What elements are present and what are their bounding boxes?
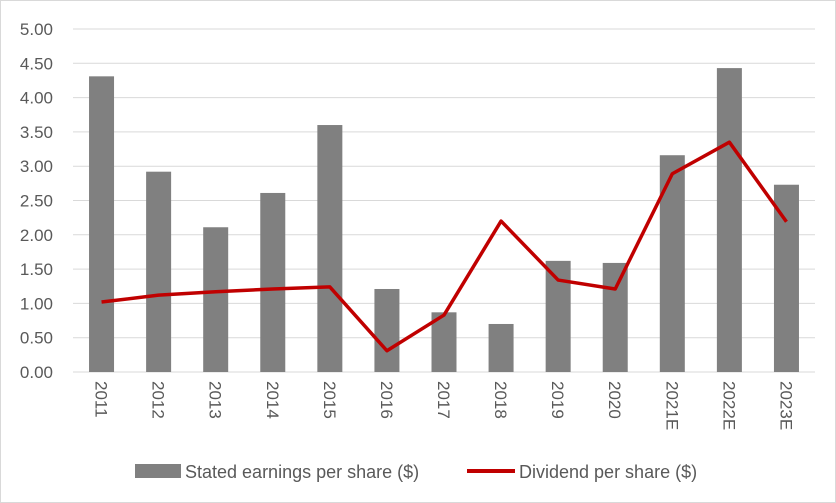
bar-2018 [488,323,514,372]
gridlines [73,28,815,373]
bar-2015 [317,125,343,372]
y-tick-label: 0.50 [20,329,53,348]
y-tick-label: 3.00 [20,157,53,176]
y-tick-label: 0.00 [20,363,53,382]
x-tick-label: 2020 [605,381,624,419]
legend-label-earnings: Stated earnings per share ($) [185,462,419,482]
x-tick-label: 2022E [719,381,738,430]
bar-2012 [146,171,172,372]
x-tick-label: 2013 [206,381,225,419]
x-tick-label: 2018 [491,381,510,419]
y-tick-label: 2.00 [20,226,53,245]
y-tick-label: 2.50 [20,192,53,211]
x-tick-label: 2021E [662,381,681,430]
bar-2019 [545,260,571,372]
y-tick-label: 5.00 [20,20,53,39]
y-tick-label: 1.00 [20,294,53,313]
x-tick-label: 2023E [776,381,795,430]
x-tick-label: 2012 [149,381,168,419]
x-axis: 2011 2012 2013 2014 2015 2016 2017 2018 2019 2020… [92,381,796,430]
dividend-line [101,140,788,353]
bar-2023E [773,184,799,372]
x-tick-label: 2017 [434,381,453,419]
bar-2013 [203,227,229,372]
y-tick-label: 1.50 [20,260,53,279]
x-tick-label: 2016 [377,381,396,419]
legend: Stated earnings per share ($) Dividend p… [135,462,697,482]
x-tick-label: 2015 [320,381,339,419]
bar-series [89,68,799,373]
legend-label-dividend: Dividend per share ($) [519,462,697,482]
bar-2020 [602,262,628,372]
bar-2022E [716,68,742,373]
legend-swatch-earnings [135,464,181,478]
x-tick-label: 2011 [92,381,111,418]
x-tick-label: 2019 [548,381,567,419]
bar-2014 [260,192,286,372]
bar-2016 [374,288,400,372]
y-tick-label: 4.00 [20,89,53,108]
bar-2011 [89,76,115,373]
x-tick-label: 2014 [263,381,282,419]
y-tick-label: 4.50 [20,54,53,73]
y-tick-label: 3.50 [20,123,53,142]
y-axis: 0.00 0.50 1.00 1.50 2.00 2.50 3.00 3.50 4.00 4.50… [20,20,53,382]
